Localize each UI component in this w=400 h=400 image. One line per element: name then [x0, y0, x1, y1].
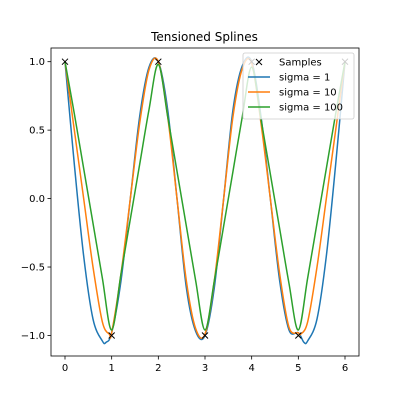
x-tick-label: 3: [202, 363, 208, 374]
y-tick-label: 1.0: [29, 57, 45, 68]
legend-handle-samples: [255, 58, 263, 66]
legend: Samples sigma = 1 sigma = 10 sigma = 100: [242, 52, 355, 120]
legend-label: sigma = 100: [279, 103, 343, 114]
x-axis: 0 1 2 3 4 5 6: [62, 356, 348, 374]
y-tick-label: −1.0: [21, 331, 45, 342]
x-tick-label: 5: [295, 363, 301, 374]
x-tick-label: 4: [248, 363, 254, 374]
y-axis: −1.0 −0.5 0.0 0.5 1.0: [21, 57, 51, 342]
x-tick-label: 1: [108, 363, 114, 374]
y-tick-label: −0.5: [21, 263, 45, 274]
x-tick-label: 0: [62, 363, 68, 374]
sample-marker: [61, 58, 69, 66]
legend-label: Samples: [279, 58, 322, 69]
sample-marker: [108, 332, 116, 339]
legend-label: sigma = 1: [279, 73, 330, 84]
sample-marker: [154, 58, 162, 66]
sample-marker: [201, 332, 209, 339]
series-line-3: [64, 61, 346, 331]
legend-box: [242, 52, 355, 120]
sample-marker: [294, 332, 302, 339]
x-tick-label: 2: [155, 363, 161, 374]
y-tick-label: 0.5: [29, 126, 45, 137]
chart-title: Tensioned Splines: [150, 30, 258, 44]
plot-frame: [50, 47, 360, 357]
x-tick-label: 6: [342, 363, 348, 374]
y-tick-label: 0.0: [29, 194, 45, 205]
legend-label: sigma = 10: [279, 88, 337, 99]
